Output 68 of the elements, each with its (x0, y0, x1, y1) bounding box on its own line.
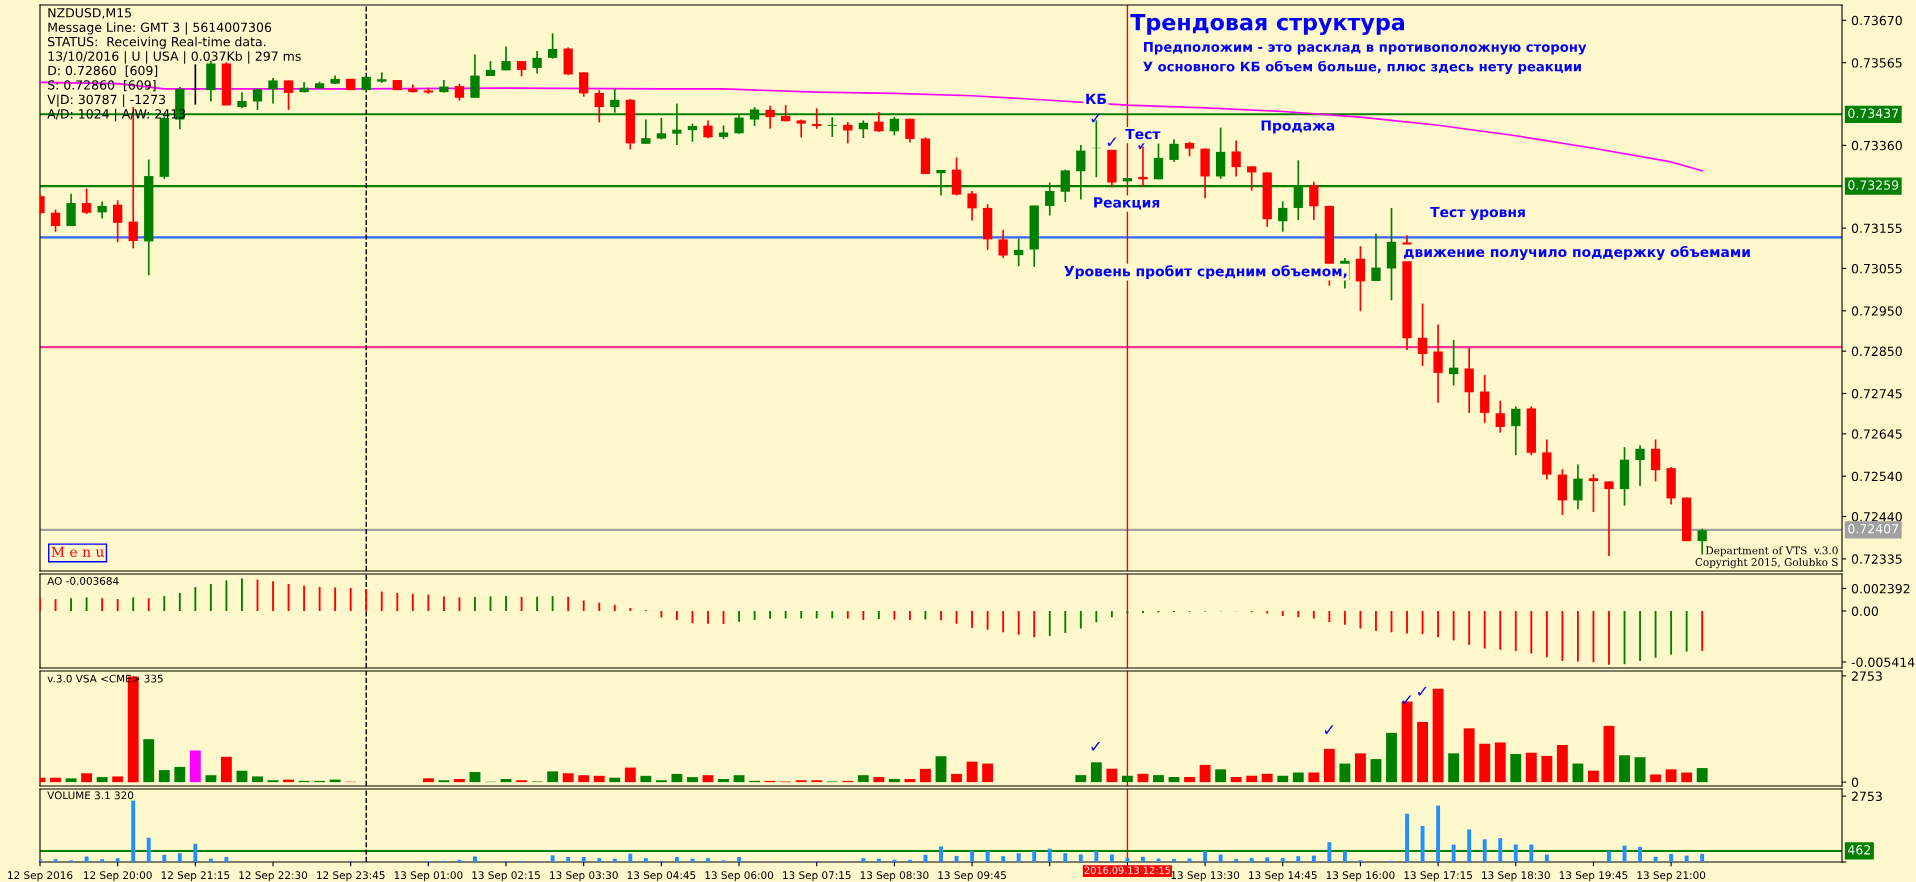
chart-title: Трендовая структура (1130, 14, 1405, 35)
annotation: M e n u (51, 546, 104, 557)
ref-line-label: 2016.09.13 12:15 (1084, 866, 1170, 874)
y-tick-label: 0.002392 (1851, 583, 1910, 594)
annotation: ✓ (1324, 725, 1334, 735)
x-tick-label: 12 Sep 23:45 (317, 871, 385, 882)
x-tick-label: 13 Sep 01:00 (394, 871, 463, 882)
annotation: V|D: 30787 | -1273 (47, 94, 166, 107)
y-tick-label: 0.72540 (1851, 471, 1902, 482)
annotation: 13/10/2016 | U | USA | 0.037Kb | 297 ms (48, 51, 301, 64)
x-tick-label: 13 Sep 16:00 (1326, 871, 1395, 882)
annotation: NZDUSD,M15 (48, 8, 132, 19)
chart-title: AO -0.003684 (47, 577, 119, 585)
x-tick-label: 12 Sep 20:00 (84, 871, 152, 882)
y-tick-label: 0.72850 (1851, 346, 1902, 357)
chart-title: v.3.0 VSA <CME> 335 (47, 674, 163, 683)
x-tick-label: 12 Sep 2016 (8, 871, 73, 882)
x-tick-label: 13 Sep 07:15 (783, 871, 851, 882)
y-tick-label: 0.72440 (1851, 512, 1902, 522)
chart-title: VOLUME 3.1 320 (47, 791, 134, 800)
x-tick-label: 13 Sep 14:45 (1249, 871, 1317, 882)
x-tick-label: 13 Sep 02:15 (472, 871, 540, 882)
x-tick-label: 13 Sep 03:30 (550, 871, 618, 882)
annotation: КБ (1086, 93, 1106, 104)
annotation: Message Line: GMT 3 | 5614007306 (48, 22, 272, 35)
x-tick-label: 12 Sep 21:15 (161, 871, 230, 882)
x-tick-label: 13 Sep 21:00 (1637, 871, 1706, 882)
text: Предположим - это расклад в противоположную сторону У основного КБ объем больше, плюс здесь нету реакции (1143, 42, 1587, 75)
annotation: Тест (1125, 128, 1161, 140)
y-tick-label: 0.73360 (1851, 140, 1902, 151)
y-tick-label: 0.72645 (1851, 429, 1902, 439)
y-tick-label: 0.73670 (1851, 15, 1902, 26)
ref-line-label: 0.72407 (1848, 524, 1899, 534)
x-tick-label: 13 Sep 18:30 (1482, 871, 1550, 882)
y-tick-label: 0 (1851, 777, 1859, 788)
y-tick-label: 0.00 (1851, 606, 1879, 616)
ref-line-label: 0.73259 (1848, 180, 1899, 190)
annotation: движение получило поддержку объемами (1404, 245, 1750, 260)
annotation: ✓ (1418, 686, 1427, 696)
x-tick-label: 13 Sep 09:45 (938, 871, 1006, 882)
x-tick-label: 13 Sep 13:30 (1171, 871, 1240, 882)
annotation: ✓ (1091, 741, 1101, 751)
y-tick-label: 0.73565 (1851, 58, 1902, 68)
annotation: STATUS: Receiving Real-time data. (48, 36, 266, 49)
x-tick-label: 13 Sep 04:45 (627, 871, 696, 882)
x-tick-label: 13 Sep 08:30 (860, 871, 929, 882)
y-tick-label: 2753 (1851, 791, 1882, 802)
annotation: Department of VTS v.3.0 Copyright 2015, Golubko S (1695, 546, 1838, 569)
annotation: Продажа (1261, 120, 1335, 134)
y-tick-label: 0.72745 (1851, 388, 1902, 399)
x-tick-label: 13 Sep 19:45 (1559, 871, 1628, 882)
x-tick-label: 12 Sep 22:30 (239, 871, 308, 882)
x-tick-label: 13 Sep 06:00 (705, 871, 774, 882)
annotation: ✓ (1091, 113, 1101, 123)
annotation: Реакция (1094, 197, 1160, 210)
ref-line-label: 462 (1848, 845, 1871, 855)
y-tick-label: -0.005414 (1851, 657, 1915, 667)
annotation: Тест уровня (1430, 206, 1525, 221)
y-tick-label: 2753 (1851, 671, 1882, 681)
y-tick-label: 0.72335 (1851, 554, 1902, 564)
annotation: D: 0.72860 [609] (48, 65, 158, 77)
y-tick-label: 0.73055 (1851, 263, 1902, 274)
annotation: ✓ (1107, 137, 1117, 147)
y-tick-label: 0.73155 (1851, 223, 1902, 234)
x-tick-label: 13 Sep 17:15 (1404, 871, 1472, 882)
annotation: Уровень пробит средним объемом, (1064, 265, 1347, 280)
ref-line-label: 0.73437 (1848, 108, 1899, 118)
y-tick-label: 0.72950 (1851, 306, 1902, 316)
